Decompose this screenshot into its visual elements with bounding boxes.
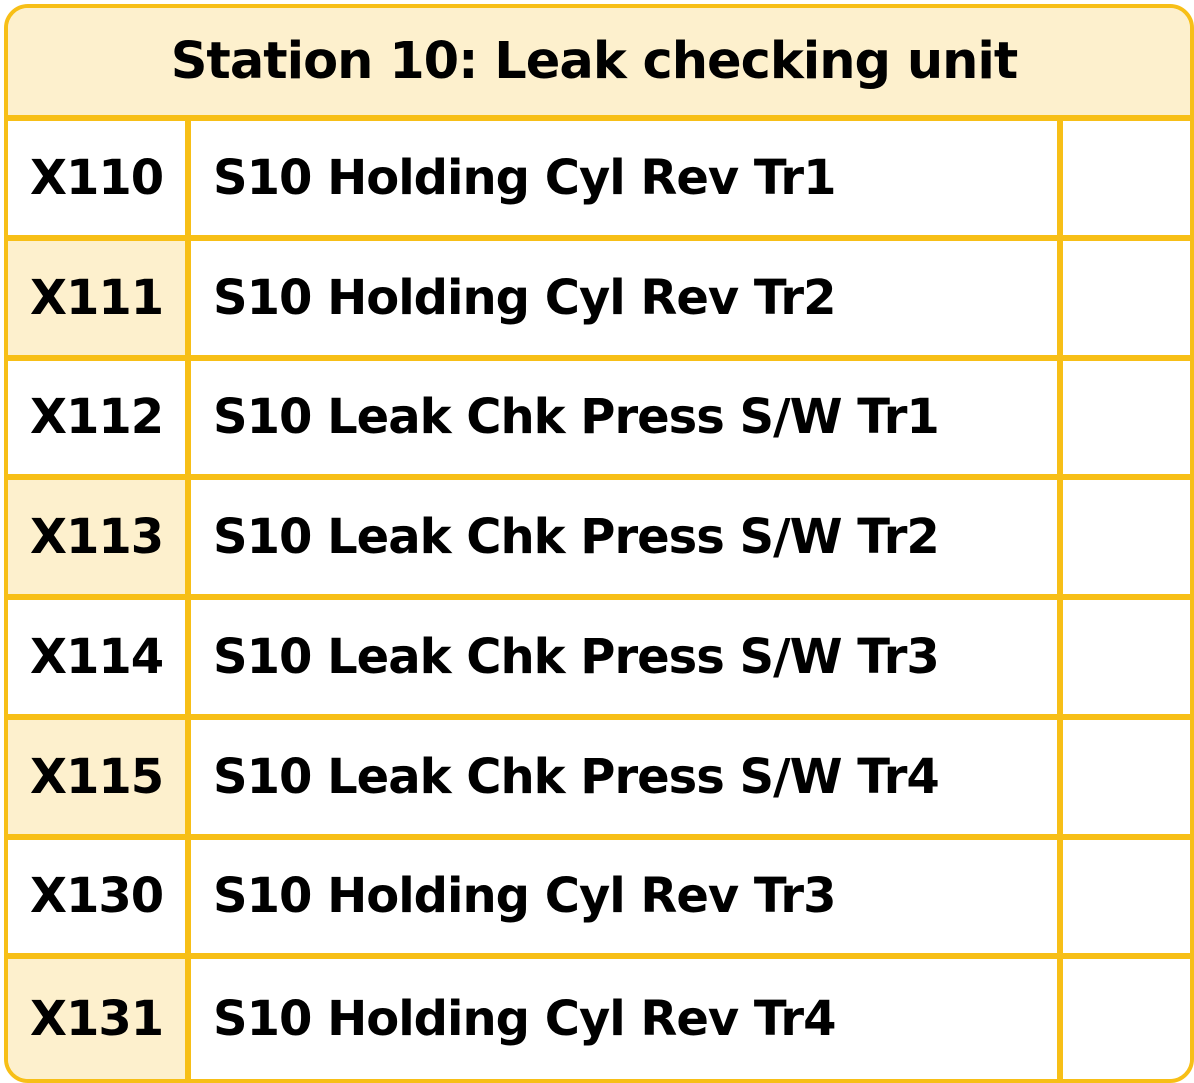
table-row: X113 S10 Leak Chk Press S/W Tr2 [8, 480, 1190, 600]
io-address: X130 [30, 868, 164, 925]
table-row: X114 S10 Leak Chk Press S/W Tr3 [8, 600, 1190, 720]
io-address: X114 [30, 628, 164, 685]
io-address: X110 [30, 149, 164, 206]
io-address: X131 [30, 991, 164, 1048]
io-address-cell: X130 [8, 839, 191, 954]
io-status-cell [1063, 959, 1190, 1079]
io-address: X113 [30, 509, 164, 566]
io-address-cell: X111 [8, 240, 191, 355]
io-status-cell [1063, 600, 1190, 714]
io-description-cell: S10 Leak Chk Press S/W Tr2 [191, 480, 1063, 594]
io-description-cell: S10 Leak Chk Press S/W Tr3 [191, 600, 1063, 714]
io-status-cell [1063, 839, 1190, 954]
io-description: S10 Leak Chk Press S/W Tr2 [213, 509, 940, 566]
table-row: X115 S10 Leak Chk Press S/W Tr4 [8, 719, 1190, 840]
panel-header: Station 10: Leak checking unit [8, 8, 1190, 121]
table-row: X110 S10 Holding Cyl Rev Tr1 [8, 121, 1190, 241]
io-status-cell [1063, 719, 1190, 834]
io-description-cell: S10 Holding Cyl Rev Tr1 [191, 121, 1063, 235]
io-status-cell [1063, 480, 1190, 594]
io-address-cell: X115 [8, 719, 191, 834]
io-address-cell: X114 [8, 600, 191, 714]
io-address: X112 [30, 389, 164, 446]
io-description-cell: S10 Leak Chk Press S/W Tr4 [191, 719, 1063, 834]
io-status-cell [1063, 240, 1190, 355]
table-row: X112 S10 Leak Chk Press S/W Tr1 [8, 360, 1190, 481]
io-table: X110 S10 Holding Cyl Rev Tr1 X111 S10 Ho… [8, 121, 1190, 1079]
panel-title: Station 10: Leak checking unit [170, 32, 1019, 91]
io-description-cell: S10 Holding Cyl Rev Tr4 [191, 959, 1063, 1079]
io-status-cell [1063, 121, 1190, 235]
io-status-cell [1063, 360, 1190, 475]
table-row: X131 S10 Holding Cyl Rev Tr4 [8, 959, 1190, 1079]
io-address-cell: X113 [8, 480, 191, 594]
io-address-cell: X112 [8, 360, 191, 475]
io-description-cell: S10 Leak Chk Press S/W Tr1 [191, 360, 1063, 475]
table-row: X111 S10 Holding Cyl Rev Tr2 [8, 240, 1190, 361]
io-description: S10 Holding Cyl Rev Tr3 [213, 868, 836, 925]
io-description-cell: S10 Holding Cyl Rev Tr3 [191, 839, 1063, 954]
table-row: X130 S10 Holding Cyl Rev Tr3 [8, 839, 1190, 960]
io-description: S10 Holding Cyl Rev Tr1 [213, 149, 836, 206]
io-address-cell: X110 [8, 121, 191, 235]
io-description: S10 Leak Chk Press S/W Tr1 [213, 389, 940, 446]
io-description: S10 Leak Chk Press S/W Tr4 [213, 748, 940, 805]
io-description: S10 Holding Cyl Rev Tr2 [213, 269, 836, 326]
io-address: X115 [30, 748, 164, 805]
io-address: X111 [30, 269, 164, 326]
io-description: S10 Holding Cyl Rev Tr4 [213, 991, 836, 1048]
io-description-cell: S10 Holding Cyl Rev Tr2 [191, 240, 1063, 355]
station-io-panel: Station 10: Leak checking unit X110 S10 … [4, 4, 1194, 1083]
io-description: S10 Leak Chk Press S/W Tr3 [213, 628, 940, 685]
io-address-cell: X131 [8, 959, 191, 1079]
